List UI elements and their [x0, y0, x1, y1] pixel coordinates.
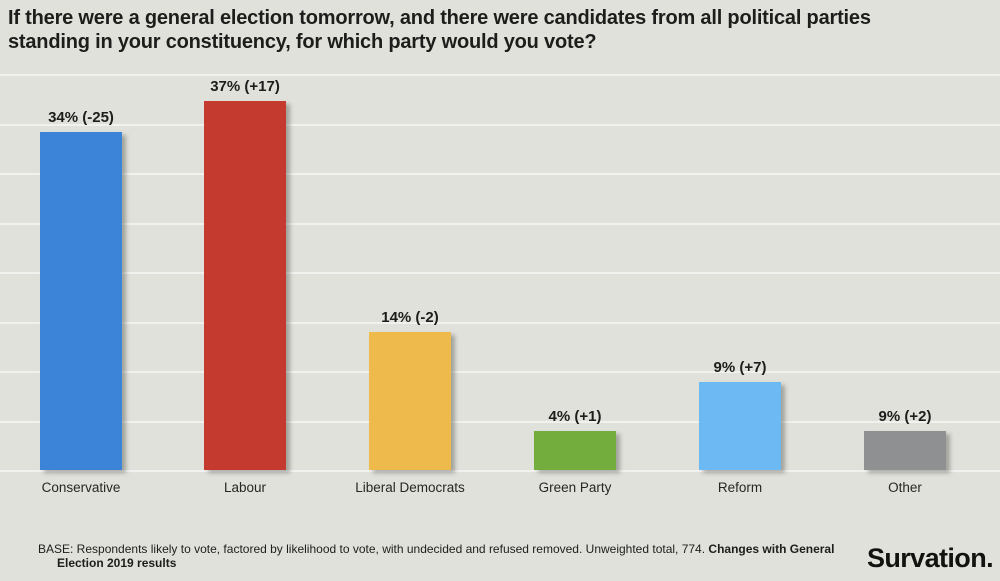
- base-note: BASE: Respondents likely to vote, factor…: [38, 542, 865, 570]
- gridline-35pct: [0, 123, 1000, 126]
- value-label-liberal-democrats: 14% (-2): [381, 309, 439, 326]
- bar-green-party: [534, 431, 616, 470]
- gridline-15pct: [0, 321, 1000, 324]
- chart-title: If there were a general election tomorro…: [8, 7, 871, 53]
- value-label-conservative: 34% (-25): [48, 109, 114, 126]
- category-label-other: Other: [888, 480, 922, 495]
- category-label-conservative: Conservative: [41, 480, 121, 495]
- category-label-liberal-democrats: Liberal Democrats: [355, 480, 465, 495]
- gridline-30pct: [0, 173, 1000, 175]
- bar-other: [864, 431, 946, 470]
- bar-liberal-democrats: [369, 332, 451, 470]
- base-note-changes-text: Changes with General Election 2019 resul…: [57, 542, 835, 570]
- bar-reform: [699, 382, 781, 470]
- category-label-green-party: Green Party: [538, 480, 612, 495]
- value-label-reform: 9% (+7): [713, 359, 767, 376]
- base-note-text: BASE: Respondents likely to vote, factor…: [38, 542, 709, 556]
- value-label-other: 9% (+2): [878, 408, 932, 425]
- bar-labour: [204, 101, 286, 470]
- survation-logo: Survation.: [866, 543, 994, 573]
- gridline-40pct: [0, 74, 1000, 76]
- value-label-green-party: 4% (+1): [548, 408, 602, 425]
- gridline-25pct: [0, 222, 1000, 225]
- bar-conservative: [40, 132, 122, 470]
- gridline-20pct: [0, 272, 1000, 274]
- gridline-5pct: [0, 420, 1000, 423]
- category-label-labour: Labour: [223, 480, 267, 495]
- gridline-10pct: [0, 371, 1000, 373]
- value-label-labour: 37% (+17): [210, 78, 280, 95]
- category-label-reform: Reform: [717, 480, 763, 495]
- gridline-0pct: [0, 470, 1000, 472]
